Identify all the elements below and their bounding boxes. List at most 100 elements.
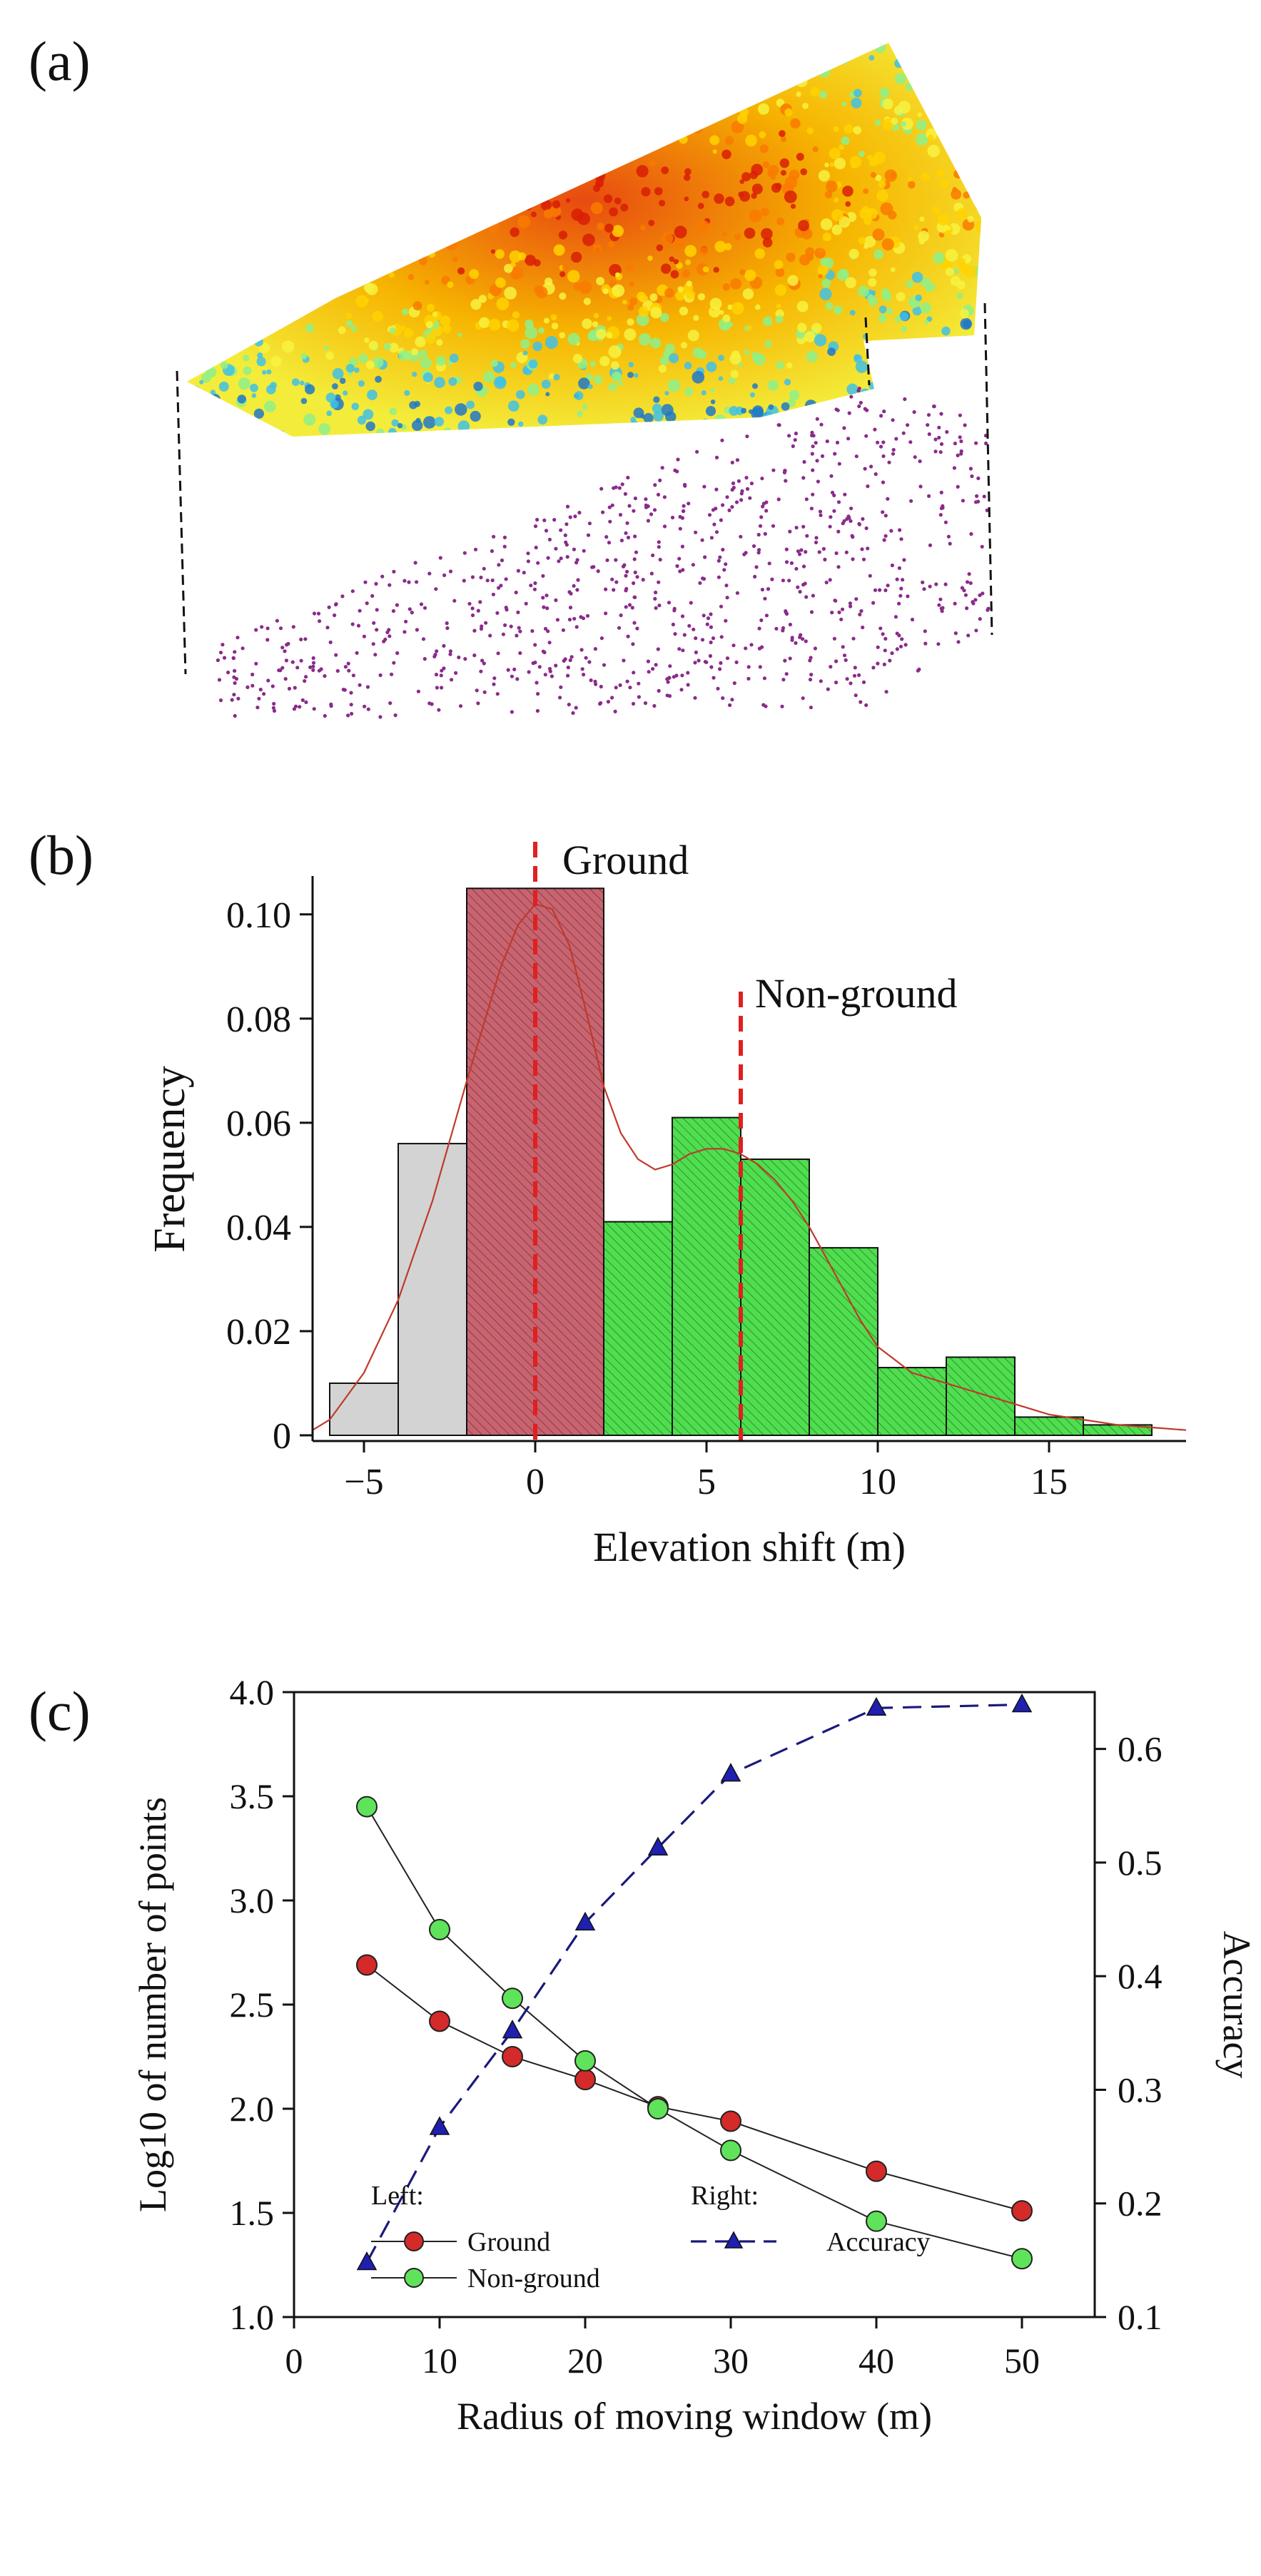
cloud-speck xyxy=(391,419,399,427)
ground-point xyxy=(842,653,847,658)
cloud-speck xyxy=(349,145,358,153)
cloud-speck xyxy=(752,383,758,390)
ground-point xyxy=(725,596,729,600)
ground-point xyxy=(873,427,877,432)
ground-point xyxy=(534,545,538,550)
cloud-speck xyxy=(332,383,338,390)
cloud-speck xyxy=(457,56,465,64)
cloud-speck xyxy=(698,350,707,360)
cloud-speck xyxy=(517,157,522,163)
ground-point xyxy=(440,686,444,690)
cloud-speck xyxy=(705,406,716,417)
cloud-speck xyxy=(380,182,391,192)
ground-point xyxy=(811,594,815,598)
cloud-speck xyxy=(517,252,527,261)
cloud-speck xyxy=(354,135,367,148)
cloud-speck xyxy=(606,332,613,339)
ground-point xyxy=(452,599,457,603)
ground-point xyxy=(801,637,805,641)
cloud-speck xyxy=(354,367,360,373)
ground-point xyxy=(938,513,943,517)
cloud-speck xyxy=(468,150,474,156)
cloud-speck xyxy=(468,43,480,48)
cloud-speck xyxy=(964,265,977,278)
ground-point xyxy=(567,617,572,622)
histogram-bar-hatch xyxy=(741,1159,809,1435)
ground-point xyxy=(754,565,759,569)
cloud-speck xyxy=(404,101,417,113)
cloud-speck xyxy=(501,44,513,56)
data-point-accuracy xyxy=(356,2251,378,2271)
cloud-speck xyxy=(933,252,945,264)
cloud-speck xyxy=(674,116,686,128)
cloud-speck xyxy=(741,172,751,182)
cloud-speck xyxy=(669,353,679,364)
cloud-speck xyxy=(661,263,672,274)
ground-point xyxy=(612,588,616,592)
cloud-speck xyxy=(425,280,430,285)
legend-marker-ground xyxy=(404,2231,424,2251)
ground-point xyxy=(656,492,661,497)
cloud-speck xyxy=(275,430,285,437)
cloud-speck xyxy=(420,357,432,369)
ground-point xyxy=(283,649,287,653)
cloud-speck xyxy=(217,123,230,136)
cloud-speck xyxy=(436,339,443,346)
ground-point xyxy=(725,656,730,661)
cloud-speck xyxy=(607,316,612,321)
ground-point xyxy=(427,701,432,706)
ground-point xyxy=(657,604,662,608)
ground-point xyxy=(541,649,546,653)
cloud-speck xyxy=(410,348,419,356)
cloud-speck xyxy=(449,353,459,363)
cloud-speck xyxy=(689,103,701,114)
ground-point xyxy=(311,656,315,661)
cloud-speck xyxy=(364,337,370,343)
cloud-speck xyxy=(710,57,716,63)
ground-point xyxy=(764,614,769,618)
cloud-speck xyxy=(348,236,356,244)
ground-point xyxy=(646,659,651,663)
ground-point xyxy=(686,683,690,687)
cloud-speck xyxy=(596,328,607,340)
data-point-accuracy xyxy=(866,1696,887,1716)
ground-point xyxy=(633,497,638,501)
cloud-speck xyxy=(691,43,699,45)
cloud-speck xyxy=(414,58,422,66)
ground-point xyxy=(680,614,685,618)
cloud-speck xyxy=(540,136,547,143)
ground-point xyxy=(473,547,478,551)
cloud-speck xyxy=(510,262,516,268)
ground-point xyxy=(903,397,907,402)
cloud-speck xyxy=(711,88,724,101)
cloud-speck xyxy=(941,390,951,398)
cloud-speck xyxy=(798,220,809,232)
ground-point xyxy=(327,605,331,609)
ground-point xyxy=(837,610,841,615)
ground-point xyxy=(821,546,826,551)
ground-point xyxy=(668,664,672,668)
cloud-speck xyxy=(680,342,688,349)
ground-point xyxy=(836,565,841,569)
ground-point xyxy=(484,621,488,625)
cloud-speck xyxy=(719,310,724,315)
ground-point xyxy=(442,666,446,671)
cloud-speck xyxy=(479,91,484,96)
cloud-speck xyxy=(592,244,602,253)
ground-point xyxy=(868,574,872,578)
ground-point xyxy=(515,677,520,681)
cloud-speck xyxy=(937,107,949,119)
ground-point xyxy=(958,413,962,417)
cloud-speck xyxy=(786,418,800,432)
cloud-speck xyxy=(365,283,378,295)
ground-point xyxy=(851,535,855,539)
cloud-speck xyxy=(548,373,555,380)
data-point-ground xyxy=(502,2046,523,2067)
y-tick-label: 0.02 xyxy=(226,1312,291,1353)
cloud-speck xyxy=(426,55,432,61)
cloud-speck xyxy=(477,198,490,210)
ground-point xyxy=(280,646,285,650)
ground-point xyxy=(335,668,340,673)
cloud-speck xyxy=(294,216,299,221)
ground-point xyxy=(928,543,933,548)
